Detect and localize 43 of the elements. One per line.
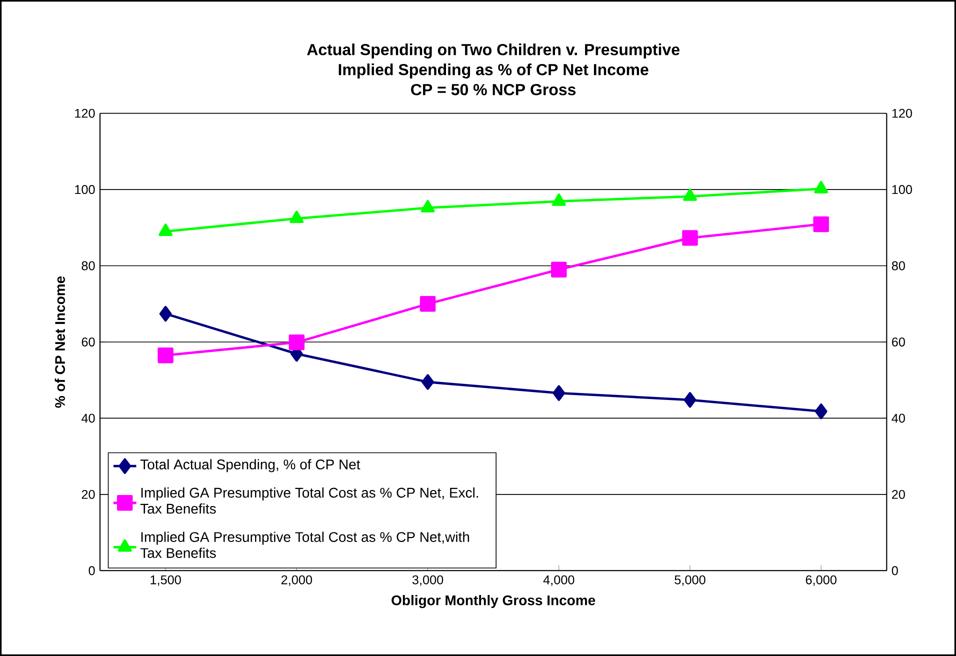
x-tick-label: 2,000: [281, 575, 312, 586]
point: [288, 334, 305, 350]
y2-tick-label: 60: [892, 338, 905, 346]
point: [159, 306, 172, 322]
point: [420, 296, 436, 312]
point: [813, 216, 829, 232]
point: [158, 224, 173, 236]
point: [422, 374, 434, 390]
point: [290, 210, 304, 224]
point: [684, 392, 696, 408]
x-axis-title: Obligor Monthly Gross Income: [392, 594, 596, 608]
x-tick-label: 5,000: [674, 575, 706, 586]
point: [420, 200, 435, 212]
y2-tick-label: 40: [892, 414, 905, 423]
point: [551, 262, 567, 278]
legend-label: Implied GA Presumptive Total Cost as % CP Net, Excl. Tax Benefits: [140, 487, 478, 514]
y-tick-label: 60: [82, 338, 95, 346]
point: [814, 403, 828, 420]
y2-tick-label: 120: [892, 108, 912, 118]
y2-tick-label: 80: [892, 261, 905, 270]
point: [682, 230, 698, 246]
chart-title: Actual Spending on Two Children v. Presumptive Implied Spending as % of CP Net Income CP = 50 % NCP Gross: [307, 44, 680, 96]
y-tick-label: 100: [75, 185, 95, 194]
x-tick-label: 3,000: [412, 575, 444, 586]
y2-tick-label: 0: [892, 566, 898, 576]
y-tick-label: 0: [88, 566, 95, 576]
x-tick-label: 6,000: [806, 575, 836, 586]
point: [158, 347, 174, 364]
y-tick-label: 80: [82, 261, 95, 270]
x-tick-label: 1,500: [150, 575, 181, 586]
legend-label: Total Actual Spending, % of CP Net: [140, 459, 360, 472]
y-tick-label: 20: [82, 490, 95, 499]
x-tick-label: 4,000: [543, 575, 574, 586]
y2-tick-label: 20: [892, 490, 905, 499]
legend-label: Implied GA Presumptive Total Cost as % CP Net,with Tax Benefits: [140, 532, 470, 558]
point: [814, 180, 828, 194]
y2-tick-label: 100: [892, 185, 912, 194]
point: [683, 188, 697, 201]
point: [552, 385, 566, 401]
y-axis-title: % of CP Net Income: [54, 276, 66, 408]
y-tick-label: 40: [82, 414, 95, 423]
y-tick-label: 120: [75, 108, 95, 118]
point: [552, 193, 566, 206]
